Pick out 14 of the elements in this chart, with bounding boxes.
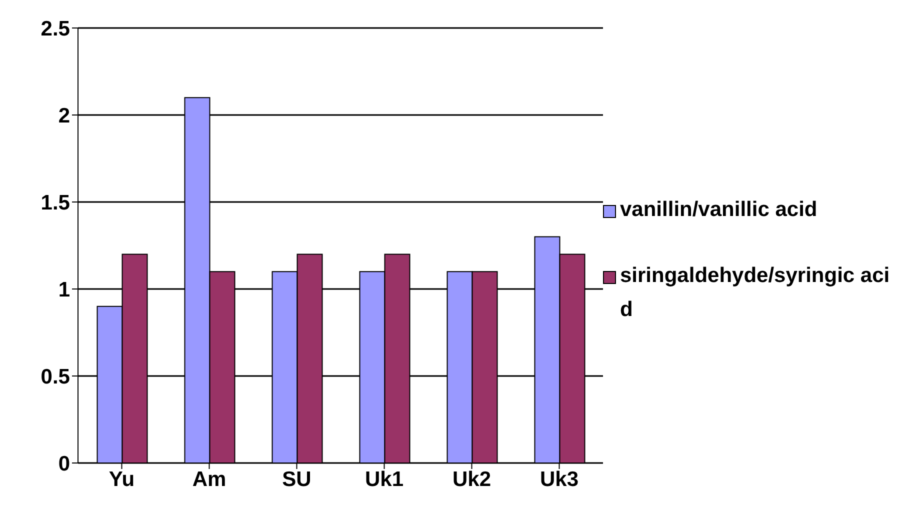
- x-tick-label: Am: [192, 468, 226, 491]
- x-tick-label: SU: [282, 468, 312, 491]
- legend-label: siringaldehyde/syringic acid: [620, 263, 891, 323]
- x-tick-label: Yu: [108, 468, 135, 491]
- y-tick-label: 1.5: [40, 191, 70, 214]
- x-tick-label: Uk2: [452, 468, 492, 491]
- y-tick-label: 2.5: [40, 17, 70, 40]
- y-tick-label: 1: [58, 278, 70, 302]
- y-tick-label: 0.5: [40, 365, 70, 388]
- y-tick-label: 0: [58, 452, 70, 476]
- y-tick-label: 2: [58, 104, 70, 128]
- legend-label: vanillin/vanillic acid: [620, 197, 818, 223]
- x-tick-label: Uk3: [540, 468, 579, 491]
- x-tick-label: Uk1: [364, 468, 404, 491]
